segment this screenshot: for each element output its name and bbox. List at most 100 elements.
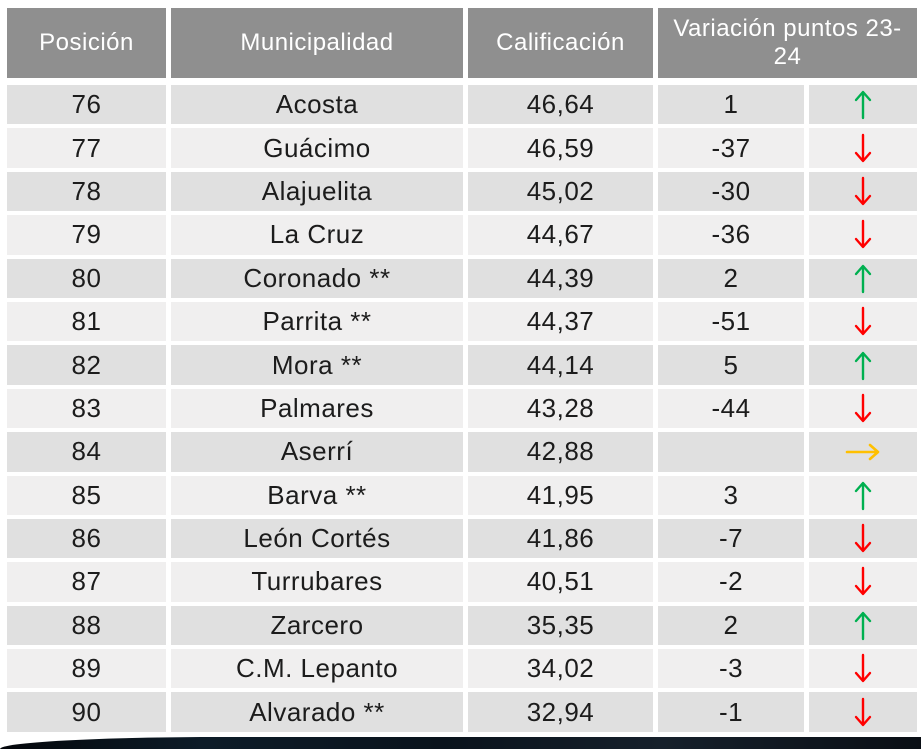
trend-cell xyxy=(809,518,917,559)
variation-cell: 5 xyxy=(658,345,804,385)
score-cell: 44,14 xyxy=(468,345,653,385)
score-cell: 41,95 xyxy=(468,475,653,515)
table-row: 85 Barva ** 41,95 3 xyxy=(7,475,917,515)
municipality-cell: Palmares xyxy=(171,388,463,429)
variation-cell: -51 xyxy=(658,301,804,342)
score-cell: 32,94 xyxy=(468,692,653,732)
trend-cell xyxy=(809,128,917,168)
municipality-cell: Parrita ** xyxy=(171,301,463,342)
variation-cell xyxy=(658,432,804,472)
down-arrow-icon xyxy=(853,697,873,728)
variation-cell: 3 xyxy=(658,475,804,515)
municipality-cell: C.M. Lepanto xyxy=(171,649,463,689)
variation-cell: -3 xyxy=(658,649,804,689)
municipality-cell: Alvarado ** xyxy=(171,692,463,732)
up-arrow-icon xyxy=(853,89,873,120)
position-cell: 87 xyxy=(7,562,166,602)
position-cell: 83 xyxy=(7,388,166,429)
table-row: 77 Guácimo 46,59 -37 xyxy=(7,128,917,168)
trend-cell xyxy=(809,301,917,342)
municipality-cell: Turrubares xyxy=(171,562,463,602)
municipality-cell: Alajuelita xyxy=(171,171,463,212)
trend-cell xyxy=(809,562,917,602)
down-arrow-icon xyxy=(853,306,873,337)
table-row: 78 Alajuelita 45,02 -30 xyxy=(7,171,917,212)
position-cell: 81 xyxy=(7,301,166,342)
municipality-cell: La Cruz xyxy=(171,215,463,255)
variation-cell: -7 xyxy=(658,518,804,559)
header-variation: Variación puntos 23-24 xyxy=(658,8,917,78)
ranking-table: Posición Municipalidad Calificación Vari… xyxy=(7,8,917,736)
trend-cell xyxy=(809,388,917,429)
table-row: 86 León Cortés 41,86 -7 xyxy=(7,518,917,559)
trend-cell xyxy=(809,649,917,689)
slide-background-strip xyxy=(0,737,921,749)
table-row: 80 Coronado ** 44,39 2 xyxy=(7,258,917,298)
trend-cell xyxy=(809,605,917,646)
table-row: 83 Palmares 43,28 -44 xyxy=(7,388,917,429)
down-arrow-icon xyxy=(853,393,873,424)
trend-cell xyxy=(809,85,917,125)
municipality-cell: Guácimo xyxy=(171,128,463,168)
position-cell: 89 xyxy=(7,649,166,689)
up-arrow-icon xyxy=(853,480,873,511)
municipality-cell: Coronado ** xyxy=(171,258,463,298)
score-cell: 44,67 xyxy=(468,215,653,255)
trend-cell xyxy=(809,258,917,298)
variation-cell: -44 xyxy=(658,388,804,429)
municipality-cell: Zarcero xyxy=(171,605,463,646)
table-row: 84 Aserrí 42,88 xyxy=(7,432,917,472)
variation-cell: -37 xyxy=(658,128,804,168)
score-cell: 46,59 xyxy=(468,128,653,168)
score-cell: 35,35 xyxy=(468,605,653,646)
trend-cell xyxy=(809,475,917,515)
position-cell: 77 xyxy=(7,128,166,168)
down-arrow-icon xyxy=(853,176,873,207)
municipality-cell: Aserrí xyxy=(171,432,463,472)
position-cell: 80 xyxy=(7,258,166,298)
position-cell: 79 xyxy=(7,215,166,255)
down-arrow-icon xyxy=(853,653,873,684)
position-cell: 84 xyxy=(7,432,166,472)
table-row: 90 Alvarado ** 32,94 -1 xyxy=(7,692,917,732)
municipality-cell: Barva ** xyxy=(171,475,463,515)
variation-cell: 2 xyxy=(658,258,804,298)
municipality-cell: León Cortés xyxy=(171,518,463,559)
down-arrow-icon xyxy=(853,523,873,554)
table-row: 81 Parrita ** 44,37 -51 xyxy=(7,301,917,342)
score-cell: 42,88 xyxy=(468,432,653,472)
down-arrow-icon xyxy=(853,219,873,250)
score-cell: 43,28 xyxy=(468,388,653,429)
trend-cell xyxy=(809,692,917,732)
down-arrow-icon xyxy=(853,566,873,597)
header-municipality: Municipalidad xyxy=(171,8,463,78)
score-cell: 44,37 xyxy=(468,301,653,342)
trend-cell xyxy=(809,215,917,255)
position-cell: 76 xyxy=(7,85,166,125)
score-cell: 34,02 xyxy=(468,649,653,689)
table-row: 76 Acosta 46,64 1 xyxy=(7,85,917,125)
variation-cell: -2 xyxy=(658,562,804,602)
score-cell: 40,51 xyxy=(468,562,653,602)
position-cell: 82 xyxy=(7,345,166,385)
variation-cell: -36 xyxy=(658,215,804,255)
table-body: 76 Acosta 46,64 1 77 Guácimo 46,59 -37 7… xyxy=(7,85,917,732)
table-row: 89 C.M. Lepanto 34,02 -3 xyxy=(7,649,917,689)
table-row: 88 Zarcero 35,35 2 xyxy=(7,605,917,646)
municipality-cell: Acosta xyxy=(171,85,463,125)
up-arrow-icon xyxy=(853,610,873,641)
score-cell: 45,02 xyxy=(468,171,653,212)
table-row: 87 Turrubares 40,51 -2 xyxy=(7,562,917,602)
variation-cell: 2 xyxy=(658,605,804,646)
position-cell: 85 xyxy=(7,475,166,515)
header-score: Calificación xyxy=(468,8,653,78)
up-arrow-icon xyxy=(853,263,873,294)
down-arrow-icon xyxy=(853,133,873,164)
trend-cell xyxy=(809,171,917,212)
position-cell: 86 xyxy=(7,518,166,559)
trend-cell xyxy=(809,432,917,472)
variation-cell: -1 xyxy=(658,692,804,732)
right-arrow-icon xyxy=(845,442,881,462)
header-position: Posición xyxy=(7,8,166,78)
score-cell: 44,39 xyxy=(468,258,653,298)
